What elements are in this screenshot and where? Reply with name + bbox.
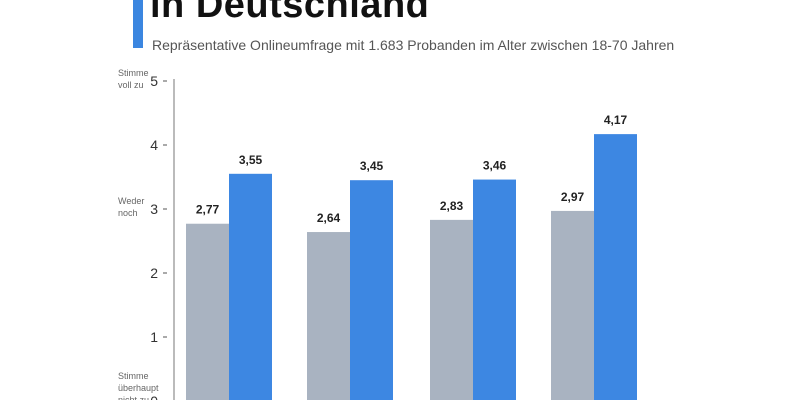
y-level-label: Stimme bbox=[118, 68, 149, 78]
bar-blue bbox=[473, 179, 516, 400]
chart-title: in Deutschland bbox=[150, 0, 430, 26]
data-label: 3,45 bbox=[360, 159, 384, 173]
y-level-label: nicht zu bbox=[118, 395, 149, 400]
data-label: 4,17 bbox=[604, 113, 628, 127]
y-level-label: Weder bbox=[118, 196, 144, 206]
data-label: 2,64 bbox=[317, 211, 341, 225]
y-tick-label: 5 bbox=[150, 73, 158, 89]
y-tick-label: 3 bbox=[150, 201, 158, 217]
data-label: 2,77 bbox=[196, 203, 220, 217]
data-label: 2,97 bbox=[561, 190, 585, 204]
bar-gray bbox=[551, 210, 594, 400]
y-level-label: voll zu bbox=[118, 80, 144, 90]
y-tick-label: 4 bbox=[150, 137, 158, 153]
data-label: 3,55 bbox=[239, 153, 263, 167]
bar-blue bbox=[229, 173, 272, 400]
chart-subtitle: Repräsentative Onlineumfrage mit 1.683 P… bbox=[152, 37, 675, 53]
bar-gray bbox=[307, 232, 350, 400]
data-label: 2,83 bbox=[440, 199, 464, 213]
bar-blue bbox=[350, 180, 393, 400]
y-level-label: Stimme bbox=[118, 371, 149, 381]
y-level-label: noch bbox=[118, 208, 138, 218]
y-level-label: überhaupt bbox=[118, 383, 159, 393]
bar-blue bbox=[594, 134, 637, 400]
y-tick-label: 1 bbox=[150, 329, 158, 345]
title-accent-bar bbox=[133, 0, 143, 48]
data-label: 3,46 bbox=[483, 159, 507, 173]
bar-gray bbox=[430, 219, 473, 400]
bar-gray bbox=[186, 223, 229, 400]
y-tick-label: 0 bbox=[150, 393, 158, 400]
y-tick-label: 2 bbox=[150, 265, 158, 281]
